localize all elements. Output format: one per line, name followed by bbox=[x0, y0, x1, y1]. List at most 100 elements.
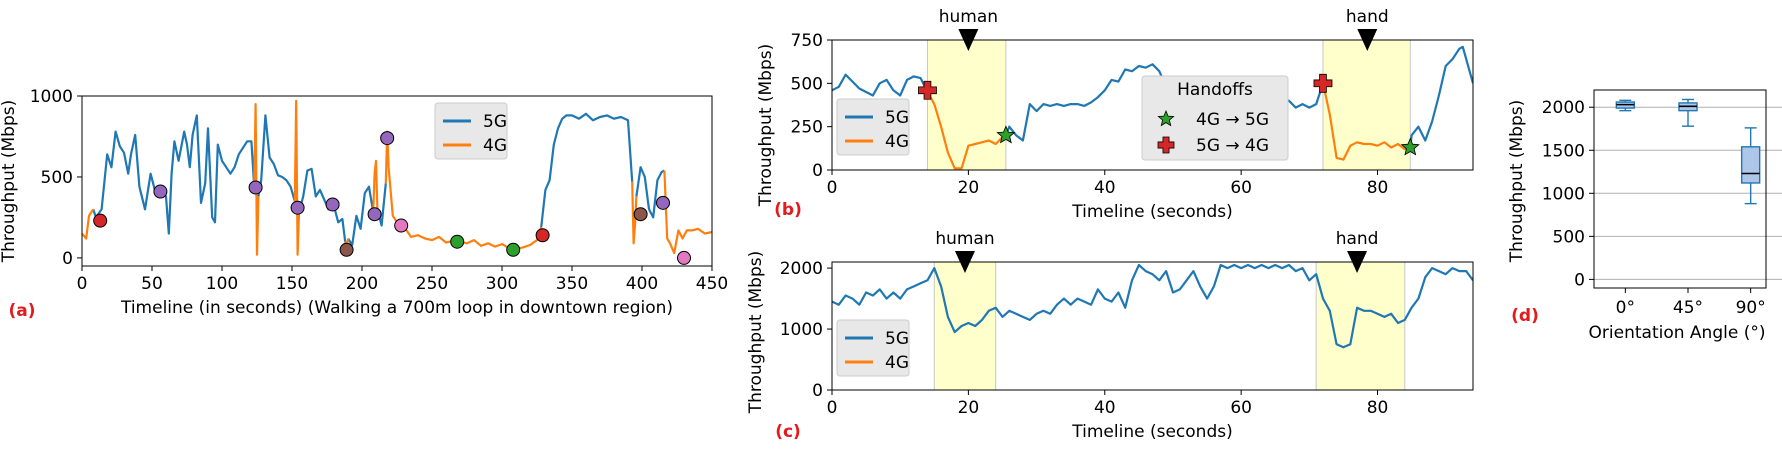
series-line-5G bbox=[347, 185, 375, 247]
x-tick-label: 50 bbox=[141, 274, 163, 294]
panel-b: 0 20 40 60 80 0 250 500 750 human hand Timeline (se… bbox=[756, 7, 1474, 222]
event-marker bbox=[677, 250, 691, 265]
x-axis-label: Timeline (seconds) bbox=[1071, 202, 1232, 222]
handoff-4g-to-5g-marker bbox=[996, 125, 1016, 144]
y-tick-label: 0 bbox=[62, 249, 73, 269]
y-axis-label: Throughput (Mbps) bbox=[746, 251, 766, 415]
annotation-arrow bbox=[958, 29, 979, 51]
series-5G bbox=[832, 263, 1473, 349]
series-5G bbox=[92, 112, 665, 247]
event-marker bbox=[450, 234, 465, 249]
series-line-5G bbox=[92, 130, 160, 219]
handoff-5g-to-4g-marker bbox=[1157, 136, 1175, 154]
series-line-5G bbox=[332, 205, 347, 242]
x-tick-label: 40 bbox=[1094, 178, 1116, 198]
annotation-label: human bbox=[939, 7, 998, 27]
event-marker bbox=[339, 242, 354, 257]
series-line-5G bbox=[257, 114, 296, 202]
x-tick-label: 40 bbox=[1094, 398, 1116, 418]
plot-frame bbox=[831, 39, 1474, 171]
series-line-4G bbox=[926, 91, 1007, 170]
x-tick-label: 80 bbox=[1367, 178, 1389, 198]
series-4G bbox=[82, 99, 712, 256]
y-tick-label: 750 bbox=[791, 31, 823, 51]
event-marker bbox=[656, 195, 670, 210]
y-tick-label: 500 bbox=[791, 74, 823, 94]
y-tick-label: 0 bbox=[1574, 270, 1585, 290]
y-tick-label: 1000 bbox=[30, 87, 73, 107]
annotation-arrow bbox=[954, 251, 975, 273]
event-marker bbox=[153, 184, 168, 199]
panel-label-d: (d) bbox=[1511, 306, 1539, 326]
x-tick-label: 150 bbox=[276, 274, 308, 294]
y-tick-label: 2000 bbox=[1542, 98, 1585, 118]
handoff-legend-label: 5G → 4G bbox=[1196, 136, 1269, 156]
annotation-label: hand bbox=[1346, 7, 1389, 27]
event-marker bbox=[325, 197, 340, 212]
handoff-5g-to-4g-marker bbox=[1313, 73, 1333, 93]
x-tick-label: 0 bbox=[827, 398, 838, 418]
x-tick-label: 20 bbox=[958, 398, 980, 418]
series-line-5G bbox=[832, 263, 1473, 349]
event-marker bbox=[290, 200, 305, 215]
event-marker bbox=[633, 207, 648, 222]
x-tick-label: 200 bbox=[346, 274, 378, 294]
annotation-label: hand bbox=[1336, 229, 1379, 249]
series-line-5G bbox=[161, 114, 256, 235]
handoff-legend-box bbox=[1141, 75, 1289, 161]
series-4G bbox=[926, 83, 1411, 170]
box-body bbox=[1740, 146, 1761, 184]
box-0 bbox=[1615, 99, 1636, 112]
x-tick-label: 450 bbox=[696, 274, 728, 294]
y-tick-label: 0 bbox=[812, 381, 823, 401]
series-line-5G bbox=[635, 166, 665, 219]
y-tick-label: 500 bbox=[1553, 227, 1585, 247]
handoff-4g-to-5g-marker bbox=[1400, 137, 1420, 156]
x-tick-label: 400 bbox=[626, 274, 658, 294]
handoff-legend-title: Handoffs bbox=[1177, 80, 1253, 100]
annotation-arrow bbox=[1357, 29, 1378, 51]
series-line-5G bbox=[1409, 45, 1473, 148]
y-tick-label: 1000 bbox=[1542, 184, 1585, 204]
x-axis-label: Orientation Angle (°) bbox=[1589, 323, 1766, 343]
panel-c: 0 20 40 60 80 0 1000 2000 human hand Timeline (sec… bbox=[746, 229, 1474, 442]
x-tick-label: 300 bbox=[486, 274, 518, 294]
y-tick-label: 1500 bbox=[1542, 141, 1585, 161]
shaded-region bbox=[1322, 39, 1411, 171]
x-tick-label: 350 bbox=[556, 274, 588, 294]
event-marker bbox=[93, 213, 108, 228]
x-tick-label: 90° bbox=[1736, 298, 1766, 318]
series-line-4G bbox=[253, 103, 260, 256]
box-2 bbox=[1740, 127, 1761, 205]
y-axis-label: Throughput (Mbps) bbox=[756, 44, 776, 208]
panel-label-a: (a) bbox=[8, 301, 35, 321]
annotation-label: human bbox=[935, 229, 994, 249]
panel-label-b: (b) bbox=[774, 200, 802, 220]
series-line-5G bbox=[540, 112, 634, 228]
x-tick-label: 0 bbox=[77, 274, 88, 294]
plot-frame bbox=[81, 95, 713, 267]
handoff-5g-to-4g-marker bbox=[918, 80, 937, 100]
series-line-4G bbox=[293, 99, 301, 256]
panel-d: 0 500 1000 1500 2000 0° 45° 90° Orientation Angl… bbox=[1507, 89, 1782, 343]
x-tick-label: 60 bbox=[1230, 398, 1252, 418]
legend-label-5G: 5G bbox=[885, 329, 909, 349]
x-axis-label: Timeline (seconds) bbox=[1071, 422, 1232, 442]
legend-label-5G: 5G bbox=[483, 112, 507, 132]
box-1 bbox=[1678, 98, 1698, 127]
event-marker bbox=[248, 180, 263, 195]
shaded-region bbox=[1315, 261, 1406, 391]
x-tick-label: 100 bbox=[206, 274, 238, 294]
event-marker bbox=[535, 228, 550, 243]
y-tick-label: 1000 bbox=[780, 320, 823, 340]
series-line-4G bbox=[1321, 83, 1411, 161]
x-tick-label: 20 bbox=[958, 178, 980, 198]
x-axis-label: Timeline (in seconds) (Walking a 700m lo… bbox=[120, 298, 673, 318]
plot-frame bbox=[1593, 89, 1767, 289]
y-tick-label: 250 bbox=[791, 118, 823, 138]
x-tick-label: 80 bbox=[1367, 398, 1389, 418]
handoff-4g-to-5g-marker bbox=[1157, 109, 1175, 127]
panel-a: 0 50 100 150 200 250 300 350 400 450 0 500 1000 Timel… bbox=[0, 87, 728, 321]
x-tick-label: 60 bbox=[1230, 178, 1252, 198]
